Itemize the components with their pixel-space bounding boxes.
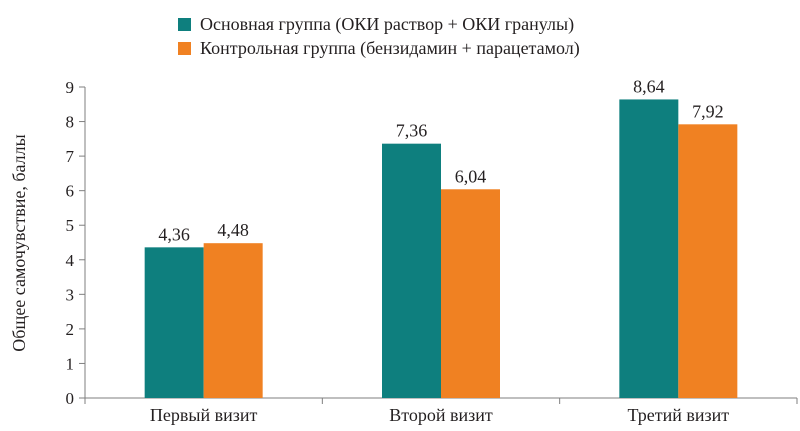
y-tick-label: 8 xyxy=(66,113,75,132)
x-tick-label: Второй визит xyxy=(389,405,493,425)
x-axis: Первый визит Второй визит Третий визит xyxy=(84,397,798,425)
x-tick-label: Первый визит xyxy=(150,405,258,425)
y-tick-label: 6 xyxy=(66,182,75,201)
bar xyxy=(382,143,441,398)
data-label: 6,04 xyxy=(455,166,487,186)
data-label: 8,64 xyxy=(633,76,665,96)
data-label: 7,92 xyxy=(692,101,724,121)
bar xyxy=(441,189,500,398)
y-tick-label: 1 xyxy=(66,354,75,373)
y-tick-label: 7 xyxy=(66,147,75,166)
legend-label: Контрольная группа (бензидамин + парацет… xyxy=(200,38,580,59)
legend-swatch xyxy=(178,18,191,31)
bars xyxy=(144,99,738,398)
y-tick-label: 9 xyxy=(66,78,75,97)
bar xyxy=(144,247,204,398)
y-tick-label: 5 xyxy=(66,216,75,235)
bar xyxy=(203,243,263,398)
y-tick-label: 3 xyxy=(66,285,75,304)
data-label: 7,36 xyxy=(396,121,428,141)
data-label: 4,36 xyxy=(158,224,190,244)
y-tick-label: 0 xyxy=(66,389,75,408)
y-tick-label: 4 xyxy=(66,251,75,270)
y-axis: 0 1 2 3 4 5 6 7 8 9 xyxy=(66,78,86,408)
legend-swatch xyxy=(178,42,191,55)
bar xyxy=(678,124,738,398)
y-tick-label: 2 xyxy=(66,320,75,339)
legend: Основная группа (ОКИ раствор + ОКИ грану… xyxy=(178,14,580,59)
x-tick-label: Третий визит xyxy=(627,405,729,425)
value-labels: 4,36 7,36 8,64 4,48 6,04 7,92 xyxy=(158,76,723,244)
y-axis-label: Общее самочувствие, баллы xyxy=(9,134,29,351)
bar xyxy=(619,99,679,398)
legend-label: Основная группа (ОКИ раствор + ОКИ грану… xyxy=(200,14,574,35)
data-label: 4,48 xyxy=(217,220,249,240)
